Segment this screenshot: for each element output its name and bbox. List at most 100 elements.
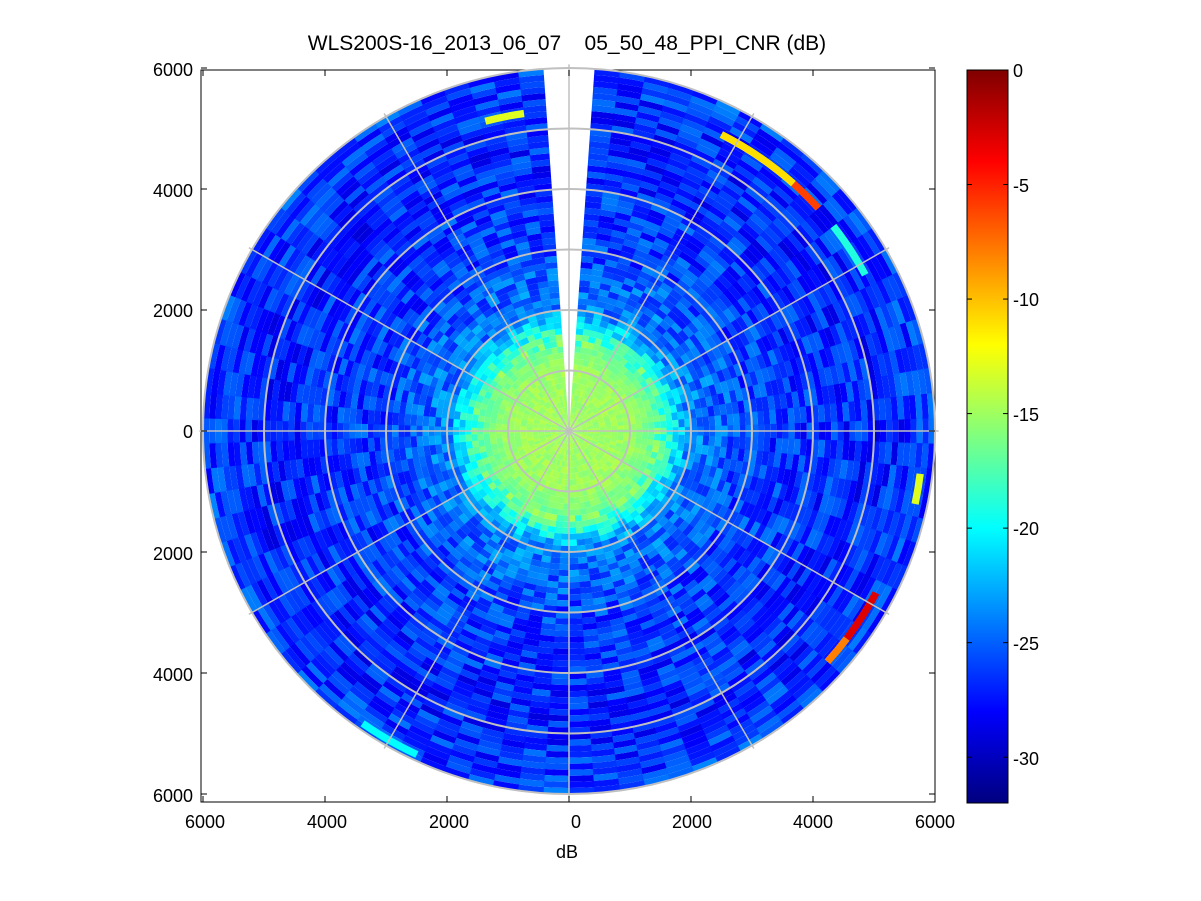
ppi-cell [848,401,856,423]
ppi-cell [579,435,586,440]
ppi-cell [600,340,610,349]
ppi-cell [505,542,517,553]
ppi-cell [472,292,486,304]
ppi-cell [518,535,530,545]
ppi-cell [325,274,343,295]
ppi-cell [559,490,565,498]
ppi-cell [421,486,432,500]
ppi-cell [725,470,735,485]
ppi-cell [599,449,606,455]
ppi-cell [565,442,568,449]
ppi-cell [544,425,552,428]
ppi-cell [632,602,649,614]
ppi-cell [406,645,427,662]
ppi-cell [711,200,732,217]
ppi-cell [490,635,509,647]
ppi-cell [596,294,609,304]
ppi-cell [558,496,565,504]
ppi-cell [750,559,767,578]
ppi-cell [379,647,401,666]
ppi-cell [609,400,617,408]
ppi-cell [444,372,455,384]
ppi-cell [431,518,445,532]
ppi-cell [694,483,705,496]
ppi-cell [433,366,444,379]
ppi-cell [319,568,337,591]
ppi-cell [343,239,362,260]
ppi-cell [687,544,701,558]
ppi-cell [332,453,341,472]
ppi-cell [732,513,745,529]
ppi-cell [290,320,304,344]
ppi-cell [580,262,594,270]
ppi-cell [648,397,657,406]
ppi-cell [593,433,600,437]
ppi-cell [609,455,617,462]
ppi-cell [366,561,382,580]
ppi-cell [398,495,410,511]
ppi-cell [508,424,515,430]
ppi-cell [672,474,683,485]
ppi-cell [670,464,680,475]
ppi-cell [661,520,674,532]
ppi-cell [428,415,436,427]
ppi-cell [453,418,460,428]
ppi-cell [685,361,696,374]
ppi-cell [551,544,561,552]
ppi-cell [597,451,605,458]
ppi-cell [649,646,669,659]
ppi-cell [574,508,581,516]
ppi-cell [783,502,796,521]
ppi-cell [529,153,552,162]
ppi-cell [738,436,746,451]
ppi-cell [645,348,656,359]
ppi-cell [422,415,430,427]
ppi-cell [488,601,505,613]
ppi-cell [698,249,715,265]
ppi-cell [597,508,607,517]
ppi-cell [704,210,725,227]
ppi-cell [453,333,466,346]
ppi-cell [700,291,715,307]
ppi-cell [336,502,349,522]
ppi-cell [592,436,599,441]
ppi-cell [762,617,783,637]
ppi-cell [522,637,540,647]
ppi-cell [450,300,464,314]
ppi-cell [741,552,757,570]
ppi-cell [613,325,624,336]
ppi-cell [508,314,520,325]
ppi-cell [399,244,418,262]
ppi-cell [603,179,624,189]
ppi-cell [538,447,545,454]
ppi-cell [764,465,774,482]
ppi-cell [679,313,692,327]
ppi-cell [562,515,569,522]
ppi-cell [354,346,366,364]
ppi-cell [587,165,608,174]
ppi-cell [591,596,606,605]
ppi-cell [579,396,585,404]
ppi-cell [509,294,522,304]
ppi-cell [514,378,523,387]
ppi-cell [594,553,606,562]
ppi-cell [513,679,534,689]
ppi-cell [671,441,679,451]
ppi-cell [495,170,516,181]
ppi-cell [622,416,630,422]
ppi-cell [544,445,551,452]
ppi-cell [524,221,542,230]
ppi-cell [382,226,402,244]
ppi-cell [702,386,712,399]
ppi-cell [458,668,480,682]
ppi-cell [403,469,413,484]
ppi-cell [589,578,602,587]
ppi-cell [490,443,498,451]
ppi-cell [775,467,786,485]
ppi-cell [544,317,555,325]
ppi-cell [713,446,721,459]
ppi-cell [596,632,614,641]
ppi-cell [689,370,700,382]
ppi-cell [647,433,655,441]
ppi-cell [416,435,424,447]
